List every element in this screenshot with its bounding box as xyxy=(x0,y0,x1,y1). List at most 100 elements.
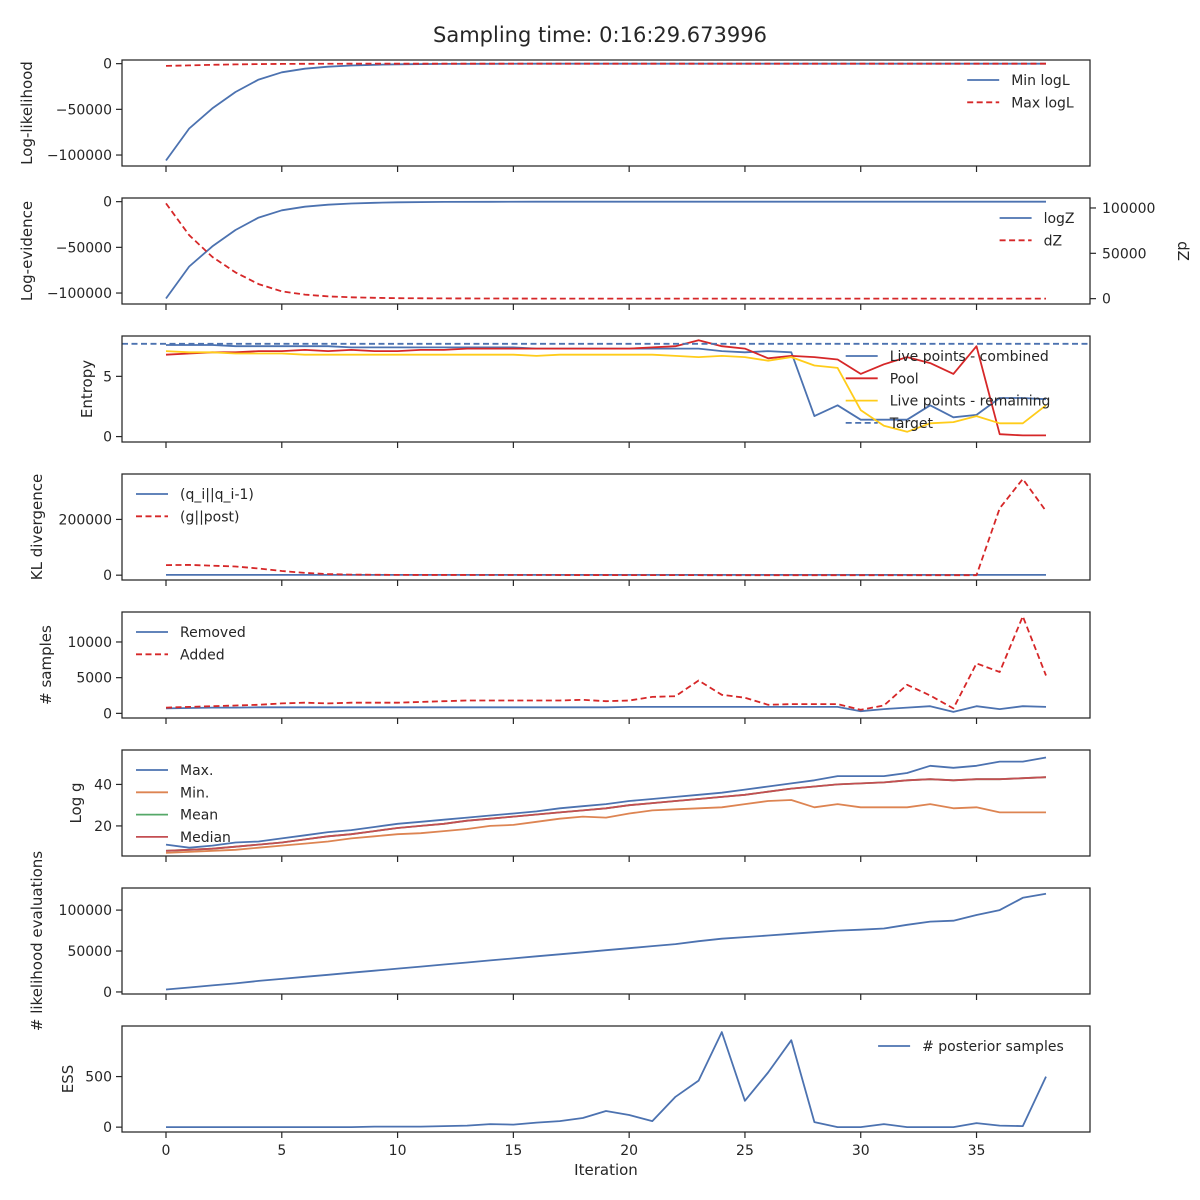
panel-ess: 0 5 10 15 20 25 30 35 Iteration 0 500 ESS # posterio… xyxy=(59,1025,1091,1179)
legend-label-dz: dZ xyxy=(1044,233,1062,249)
y-tick-label: 40 xyxy=(94,777,112,793)
panel-log-g: 20 40 Log g Max. Min. Mean Median xyxy=(67,749,1091,862)
series-line-live-points-remaining xyxy=(165,350,1047,433)
series-line-median xyxy=(165,776,1047,852)
series-line-logz xyxy=(165,200,1046,300)
legend: Live points - combined Pool Live points - … xyxy=(845,349,1051,432)
x-tick-label: 0 xyxy=(162,1143,171,1159)
y-tick-label: 0 xyxy=(103,57,112,73)
axes-frame xyxy=(121,59,1091,167)
legend-label-min: Min. xyxy=(180,785,209,801)
series-line-removed xyxy=(165,705,1047,713)
series-line-min-logl xyxy=(165,62,1046,162)
series-group xyxy=(165,478,1047,577)
y-tick-label: −50000 xyxy=(56,102,112,118)
legend-label-g-post: (g||post) xyxy=(180,509,239,525)
series-line-dz xyxy=(165,202,1046,300)
series-line-added xyxy=(165,615,1047,711)
legend-label-median: Median xyxy=(180,830,231,846)
panel-log-evidence: 0 −50000 −100000 100000 50000 0 dZ Log-evidence… xyxy=(18,195,1192,310)
y-axis-label: Log-evidence xyxy=(18,201,36,301)
panel-entropy: 0 5 Entropy Live points - combinedPoolLive … xyxy=(78,335,1091,448)
series-group xyxy=(165,892,1047,991)
series-line-posterior-samples xyxy=(166,1031,1047,1128)
axes-frame xyxy=(121,197,1091,305)
axes-frame xyxy=(121,1025,1091,1133)
y-axis-label: # samples xyxy=(37,625,55,705)
y-tick-label: 10000 xyxy=(67,635,112,651)
legend: Max. Min. Mean Median xyxy=(136,763,231,846)
legend-label-target: Target xyxy=(889,416,934,432)
legend: logZ dZ xyxy=(999,211,1075,249)
x-tick-label: 5 xyxy=(277,1143,286,1159)
series-line-g-post xyxy=(165,478,1047,577)
y-axis-label: KL divergence xyxy=(28,474,46,580)
x-tick-label: 30 xyxy=(852,1143,870,1159)
legend-label-max-logl: Max logL xyxy=(1011,95,1074,111)
x-tick-label: 15 xyxy=(504,1143,522,1159)
legend-label-live-points-remaining: Live points - remaining xyxy=(890,394,1051,410)
x-tick-label: 20 xyxy=(620,1143,638,1159)
y-tick-label: −50000 xyxy=(56,240,112,256)
legend-label-max: Max. xyxy=(180,763,213,779)
axes-frame xyxy=(121,749,1091,857)
panel-kl-divergence: 0 200000 KL divergence (q_i||q_i-1) (g||post… xyxy=(28,473,1091,586)
y-tick-label: 20 xyxy=(94,819,112,835)
legend-label-mean: Mean xyxy=(180,808,218,824)
series-group xyxy=(122,339,1090,437)
y2-axis-label: dZ xyxy=(1174,241,1192,261)
x-tick-label: 25 xyxy=(736,1143,754,1159)
panel-samples: 0 5000 10000 # samples Removed Added xyxy=(37,611,1091,724)
y-tick-label: 5 xyxy=(103,369,112,385)
x-axis-label: Iteration xyxy=(574,1161,638,1179)
legend: Min logL Max logL xyxy=(967,73,1074,111)
series-line-max-logl xyxy=(165,62,1046,67)
y-tick-label: 0 xyxy=(103,430,112,446)
series-line-pool xyxy=(165,339,1046,437)
series-line-min xyxy=(165,799,1046,854)
axes-frame xyxy=(121,335,1091,443)
y2-tick-label: 0 xyxy=(1102,292,1111,308)
axes-frame xyxy=(121,611,1091,719)
x-tick-label: 35 xyxy=(968,1143,986,1159)
y-tick-label: 5000 xyxy=(76,671,112,687)
legend-label-min-logl: Min logL xyxy=(1011,73,1070,89)
y-axis-label: Entropy xyxy=(78,360,96,418)
series-group xyxy=(165,615,1047,713)
series-group xyxy=(165,200,1046,300)
legend-label-q-i-q-i-1: (q_i||q_i-1) xyxy=(180,487,254,503)
panel-log-likelihood: 0 −50000 −100000 Log-likelihood Min logL Max … xyxy=(18,57,1091,172)
axes-frame xyxy=(121,473,1091,581)
legend-label-live-points-combined: Live points - combined xyxy=(890,349,1049,365)
y-axis-label: Log g xyxy=(67,782,85,823)
y-tick-label: 50000 xyxy=(67,944,112,960)
legend-label-posterior-samples: # posterior samples xyxy=(922,1039,1064,1055)
y-axis-label: # likelihood evaluations xyxy=(28,851,46,1031)
panel-likelihood-evaluations: 0 50000 100000 # likelihood evaluations xyxy=(28,851,1091,1031)
legend: (q_i||q_i-1) (g||post) xyxy=(136,487,254,525)
y-tick-label: 0 xyxy=(103,706,112,722)
series-line-max xyxy=(165,756,1047,849)
legend-label-logz: logZ xyxy=(1044,211,1075,227)
figure-title: Sampling time: 0:16:29.673996 xyxy=(433,23,767,47)
axes-frame xyxy=(121,887,1091,995)
y-tick-label: −100000 xyxy=(47,286,112,302)
series-group xyxy=(165,756,1047,854)
y-tick-label: 0 xyxy=(103,1120,112,1136)
y-tick-label: 200000 xyxy=(59,512,112,528)
y2-tick-label: 50000 xyxy=(1102,246,1147,262)
series-line-evaluations xyxy=(165,892,1047,991)
legend: # posterior samples xyxy=(878,1039,1064,1055)
y-tick-label: 0 xyxy=(103,568,112,584)
y-axis-label: ESS xyxy=(59,1065,77,1094)
y-tick-label: 100000 xyxy=(59,903,112,919)
x-tick-label: 10 xyxy=(389,1143,407,1159)
y-tick-label: −100000 xyxy=(47,148,112,164)
legend-label-added: Added xyxy=(180,647,225,663)
y-tick-label: 500 xyxy=(85,1070,112,1086)
y2-tick-label: 100000 xyxy=(1102,201,1155,217)
series-group xyxy=(165,62,1046,162)
series-group xyxy=(166,1031,1047,1128)
y-tick-label: 0 xyxy=(103,985,112,1001)
